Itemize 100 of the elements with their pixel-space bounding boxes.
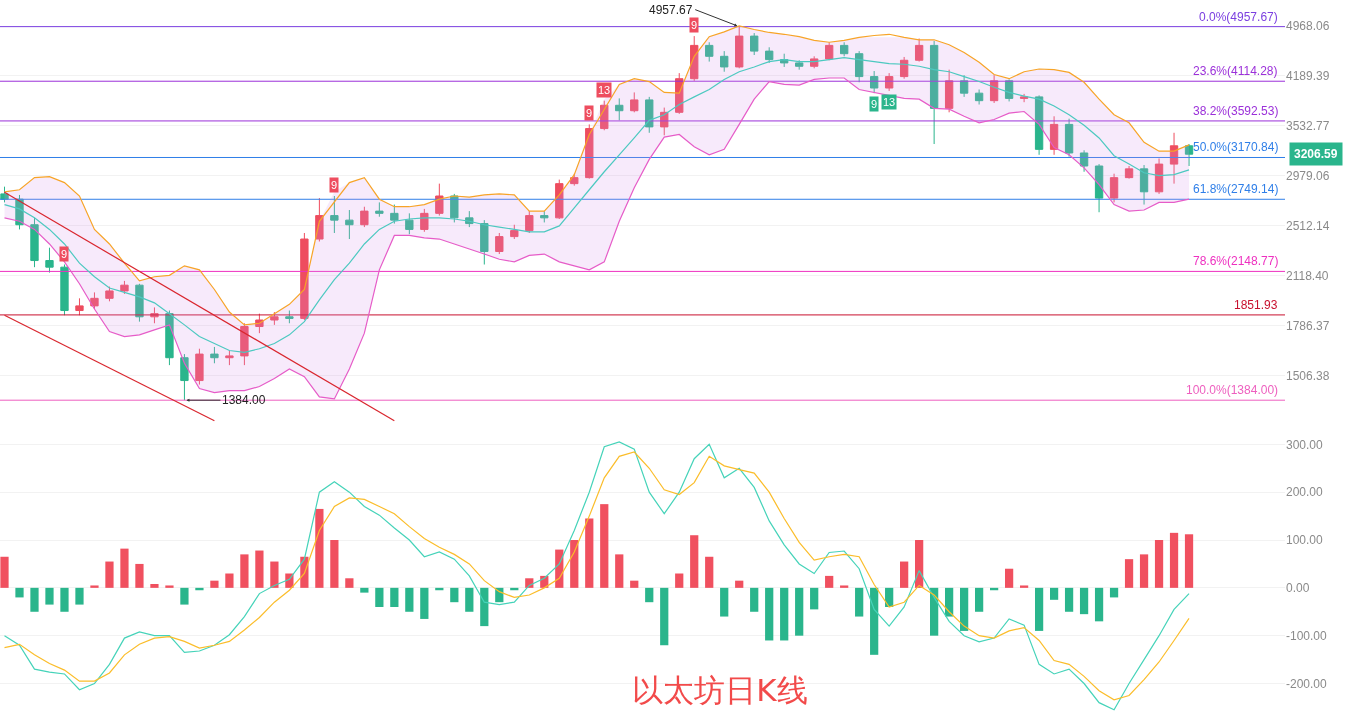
bar [75, 587, 84, 605]
bar [225, 573, 234, 588]
annotation: 9 [331, 179, 338, 191]
bar [1094, 587, 1104, 622]
candlestick [720, 50, 729, 73]
candlestick [330, 195, 339, 234]
bar [405, 587, 414, 612]
ref-line-label: 0.0%(4957.67) [1199, 10, 1278, 24]
bar [1064, 587, 1074, 612]
annotation: 13 [883, 96, 896, 108]
bar [945, 587, 954, 617]
bar [615, 554, 624, 588]
candlestick [795, 59, 804, 71]
y-tick-label: 1506.38 [1286, 368, 1330, 383]
candlestick [974, 88, 984, 105]
bar [180, 587, 189, 605]
bar [45, 587, 54, 605]
bar [105, 561, 114, 588]
bar [1034, 587, 1044, 631]
y-tick-label: 2118.40 [1286, 268, 1329, 283]
candlestick [405, 212, 414, 235]
bar [480, 587, 489, 627]
bar [1109, 587, 1119, 598]
y-tick-label: 4189.39 [1286, 69, 1330, 84]
candlestick [1109, 173, 1119, 203]
bar [375, 587, 384, 607]
candlestick [495, 232, 504, 255]
y-tick-label: 3532.77 [1286, 119, 1330, 134]
bar [15, 587, 24, 598]
candlestick [1079, 149, 1089, 173]
bar [585, 518, 594, 588]
candlestick [480, 219, 489, 265]
bar [1049, 587, 1059, 600]
ref-line-label: 38.2%(3592.53) [1193, 104, 1279, 118]
bar [765, 587, 774, 641]
y-tick-label: 200.00 [1286, 485, 1324, 500]
bar [600, 504, 609, 588]
candlestick [869, 70, 879, 94]
candlestick [45, 247, 54, 274]
annotation: 9 [61, 248, 68, 260]
bar [1079, 587, 1089, 615]
candlestick [540, 210, 549, 223]
annotation: 1384.00 [222, 393, 266, 407]
y-tick-label: 0.00 [1286, 581, 1310, 596]
bar [810, 587, 819, 610]
bar [360, 587, 369, 593]
bar [330, 540, 339, 588]
bar [345, 578, 354, 588]
bar [720, 587, 729, 617]
candlestick [1169, 132, 1179, 185]
candlestick [825, 41, 834, 61]
annotation: 13 [598, 84, 611, 96]
bar [855, 587, 864, 617]
bar [1139, 554, 1149, 588]
candlestick [1124, 165, 1134, 180]
candlestick [884, 72, 894, 92]
candlestick [765, 46, 774, 64]
bar [465, 587, 474, 612]
bar [900, 561, 909, 588]
candlestick [450, 193, 459, 223]
bar [450, 587, 459, 603]
y-tick-label: 1786.37 [1286, 318, 1330, 333]
candlestick [1154, 157, 1164, 195]
bar [255, 550, 264, 588]
bar [90, 585, 99, 588]
bar [975, 587, 984, 612]
bar [660, 587, 669, 646]
bar [1154, 540, 1164, 588]
candlestick [840, 41, 849, 57]
bar [1184, 534, 1194, 588]
bar [930, 587, 939, 636]
candlestick [914, 38, 924, 63]
ref-line-label: 78.6%(2148.77) [1193, 254, 1279, 268]
bar [1004, 568, 1014, 588]
bar [30, 587, 39, 612]
bar [675, 573, 684, 588]
bar [960, 587, 969, 631]
y-tick-label: 300.00 [1286, 437, 1324, 452]
candlestick [690, 35, 699, 82]
candlestick [525, 210, 534, 234]
bar [1019, 585, 1029, 588]
y-tick-label: 2979.06 [1286, 168, 1330, 183]
candlestick [285, 310, 294, 324]
ref-line-label: 50.0%(3170.84) [1193, 140, 1279, 154]
candlestick [705, 41, 714, 63]
bar [630, 580, 639, 588]
y-tick-label: 100.00 [1286, 533, 1324, 548]
ref-line-label: 1851.93 [1234, 298, 1278, 312]
candlestick [270, 311, 279, 326]
candlestick [90, 291, 99, 310]
bar [1169, 532, 1179, 588]
bar [270, 561, 279, 588]
text: 以太坊日K线 [631, 671, 809, 710]
candlestick [1094, 163, 1104, 213]
candlestick [360, 206, 369, 228]
bar [60, 587, 69, 612]
bar [120, 548, 129, 588]
annotation: 9 [691, 19, 698, 31]
bar [195, 587, 204, 591]
ref-line-label: 61.8%(2749.14) [1193, 182, 1279, 196]
